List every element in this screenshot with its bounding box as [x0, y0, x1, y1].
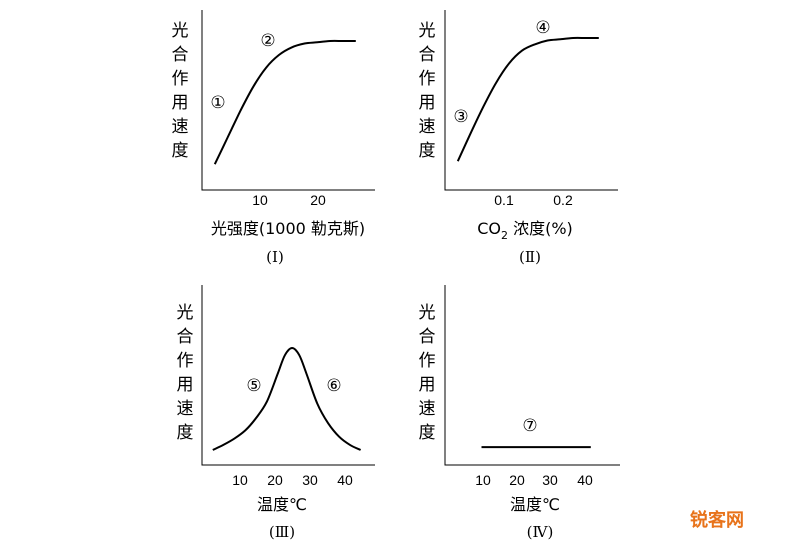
chart-2-xlabel-rest: 浓度(%) — [508, 219, 573, 238]
chart-2-series-line — [456, 36, 599, 162]
chart-3-series-line — [212, 346, 362, 451]
chart-1-x-tick: 20 — [310, 192, 326, 208]
chart-1-ylabel-text: 光合作用速度 — [172, 21, 189, 161]
ylabel-char: 作 — [419, 351, 436, 371]
chart-4-ylabel-text: 光合作用速度 — [419, 303, 436, 443]
ylabel-char: 度 — [419, 423, 436, 443]
chart-panel-2: 光合作用速度 0.1 0.2 ③ ④ CO2 浓度(%) (Ⅱ) — [419, 10, 618, 266]
chart-3-panel-label: (Ⅲ) — [269, 523, 295, 541]
ylabel-char: 用 — [419, 93, 436, 113]
ylabel-char: 合 — [419, 327, 436, 347]
ylabel-char: 光 — [177, 303, 194, 323]
chart-panel-1: 光合作用速度 10 20 ① ② 光强度(1000 勒克斯) (Ⅰ) — [172, 10, 375, 266]
ylabel-char: 用 — [419, 375, 436, 395]
chart-2-ylabel: 光合作用速度 — [419, 21, 436, 161]
ylabel-char: 度 — [177, 423, 194, 443]
chart-3-x-tick: 40 — [337, 472, 353, 488]
chart-3-axes — [201, 285, 375, 466]
chart-2-axes — [444, 10, 618, 191]
chart-4-x-tick: 40 — [577, 472, 593, 488]
chart-3-annotation: ⑤ — [246, 376, 261, 396]
ylabel-char: 速 — [172, 117, 189, 137]
chart-3-annotation: ⑥ — [326, 376, 341, 396]
ylabel-char: 用 — [177, 375, 194, 395]
chart-4-ylabel: 光合作用速度 — [419, 303, 436, 443]
ylabel-char: 速 — [177, 399, 194, 419]
ylabel-char: 合 — [177, 327, 194, 347]
chart-4-panel-label: (Ⅳ) — [527, 523, 554, 541]
ylabel-char: 合 — [172, 45, 189, 65]
ylabel-char: 作 — [419, 69, 436, 89]
chart-1-annotation: ② — [260, 31, 275, 51]
ylabel-char: 度 — [419, 141, 436, 161]
chart-2-ylabel-text: 光合作用速度 — [419, 21, 436, 161]
ylabel-char: 光 — [419, 303, 436, 323]
ylabel-char: 作 — [172, 69, 189, 89]
chart-2-x-tick: 0.1 — [494, 192, 514, 208]
chart-1-series-line — [213, 39, 356, 165]
chart-2-x-tick: 0.2 — [553, 192, 573, 208]
ylabel-char: 速 — [419, 399, 436, 419]
chart-2-annotation: ④ — [535, 18, 550, 38]
ylabel-char: 光 — [419, 21, 436, 41]
chart-4-axes — [444, 285, 620, 466]
chart-2-xlabel: CO2 浓度(%) — [477, 219, 573, 242]
chart-panel-4: 光合作用速度 10 20 30 40 ⑦ 温度℃ (Ⅳ) — [419, 285, 620, 541]
chart-3-ylabel-text: 光合作用速度 — [177, 303, 194, 443]
ylabel-char: 度 — [172, 141, 189, 161]
ylabel-char: 作 — [177, 351, 194, 371]
chart-2-xlabel-sub: 2 — [501, 229, 508, 242]
chart-panel-3: 光合作用速度 10 20 30 40 ⑤ ⑥ 温度℃ (Ⅲ) — [177, 285, 375, 541]
chart-3-ylabel: 光合作用速度 — [177, 303, 194, 443]
watermark-logo: 锐客网 — [690, 509, 744, 531]
chart-1-panel-label: (Ⅰ) — [266, 248, 284, 266]
chart-1-annotation: ① — [210, 93, 225, 113]
ylabel-char: 速 — [419, 117, 436, 137]
chart-3-x-tick: 10 — [232, 472, 248, 488]
chart-4-x-tick: 10 — [475, 472, 491, 488]
ylabel-char: 合 — [419, 45, 436, 65]
chart-3-x-tick: 30 — [302, 472, 318, 488]
chart-1-axes — [201, 10, 375, 191]
chart-1-xlabel: 光强度(1000 勒克斯) — [211, 219, 365, 238]
chart-2-annotation: ③ — [453, 107, 468, 127]
chart-4-annotation: ⑦ — [522, 416, 537, 436]
chart-1-ylabel: 光合作用速度 — [172, 21, 189, 161]
chart-1-x-tick: 10 — [252, 192, 268, 208]
chart-3-x-tick: 20 — [267, 472, 283, 488]
chart-3-xlabel: 温度℃ — [257, 495, 307, 514]
chart-2-panel-label: (Ⅱ) — [519, 248, 541, 266]
chart-4-x-tick: 30 — [542, 472, 558, 488]
chart-2-xlabel-main: CO — [477, 219, 501, 238]
chart-4-xlabel: 温度℃ — [510, 495, 560, 514]
ylabel-char: 光 — [172, 21, 189, 41]
ylabel-char: 用 — [172, 93, 189, 113]
chart-4-x-tick: 20 — [509, 472, 525, 488]
